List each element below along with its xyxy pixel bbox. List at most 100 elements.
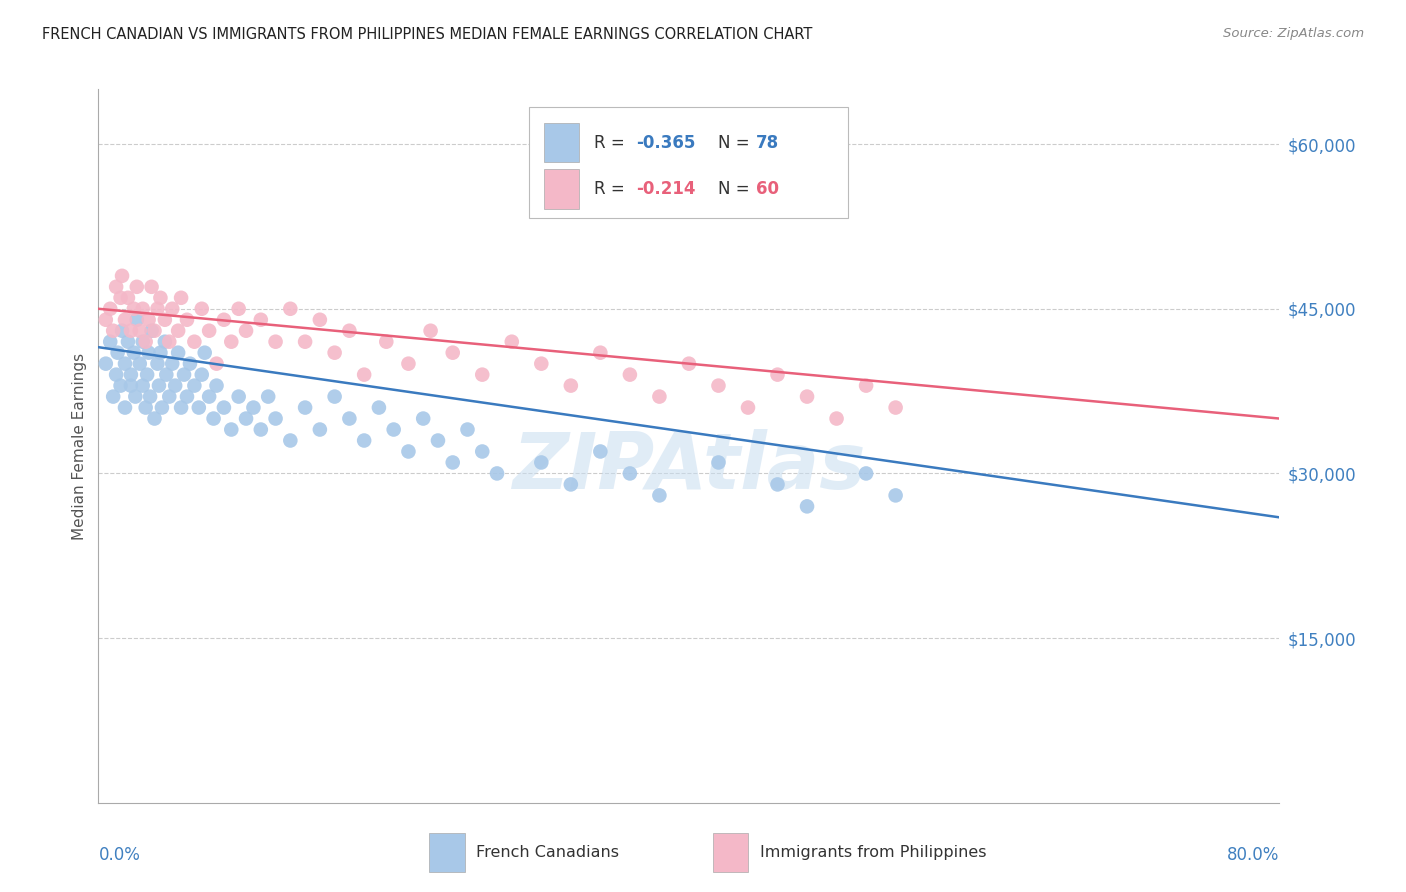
Point (114, 312, 136, 326)
Point (250, 312, 273, 326)
Point (198, 390, 221, 404)
Point (202, 411, 225, 425)
Point (117, 291, 139, 305)
Point (353, 368, 375, 382)
Point (250, 423, 273, 437)
Point (323, 345, 346, 359)
Point (141, 280, 163, 294)
Point (212, 401, 235, 415)
Point (167, 345, 190, 359)
Point (619, 467, 641, 481)
Point (323, 390, 346, 404)
Point (825, 411, 848, 425)
Point (110, 291, 132, 305)
Point (146, 357, 169, 371)
Point (396, 357, 419, 371)
Point (219, 423, 242, 437)
Point (117, 334, 139, 349)
Point (191, 368, 214, 382)
Point (205, 357, 228, 371)
Text: -0.214: -0.214 (636, 180, 696, 198)
FancyBboxPatch shape (713, 833, 748, 872)
Point (132, 334, 155, 349)
Point (107, 345, 129, 359)
Point (98, 334, 121, 349)
Point (707, 455, 730, 469)
Point (309, 423, 332, 437)
Point (486, 467, 509, 481)
Point (114, 357, 136, 371)
Point (132, 378, 155, 392)
Point (94, 312, 117, 326)
Point (530, 455, 553, 469)
Text: N =: N = (718, 180, 755, 198)
Point (138, 345, 160, 359)
Point (157, 334, 180, 349)
Point (339, 411, 360, 425)
Point (143, 411, 166, 425)
Text: Immigrants from Philippines: Immigrants from Philippines (759, 846, 986, 860)
Point (139, 390, 162, 404)
Point (173, 368, 195, 382)
Point (855, 378, 877, 392)
Point (375, 334, 398, 349)
Point (368, 401, 391, 415)
FancyBboxPatch shape (530, 107, 848, 218)
Point (146, 301, 169, 316)
Point (120, 324, 142, 338)
FancyBboxPatch shape (429, 833, 464, 872)
Point (94, 357, 117, 371)
Point (165, 378, 187, 392)
FancyBboxPatch shape (544, 169, 579, 209)
Point (884, 401, 907, 415)
Point (212, 312, 235, 326)
Point (120, 368, 142, 382)
Point (143, 324, 166, 338)
Point (194, 345, 217, 359)
Point (235, 411, 257, 425)
Point (155, 368, 177, 382)
Point (382, 423, 405, 437)
Text: 60: 60 (756, 180, 779, 198)
Point (122, 345, 145, 359)
Point (294, 401, 316, 415)
Point (678, 357, 700, 371)
Text: 0.0%: 0.0% (98, 846, 141, 863)
Point (148, 378, 170, 392)
Point (110, 378, 132, 392)
Point (183, 334, 205, 349)
Point (149, 291, 172, 305)
Point (766, 477, 789, 491)
Point (141, 324, 163, 338)
Point (150, 401, 173, 415)
Point (125, 312, 148, 326)
Text: -0.365: -0.365 (636, 134, 695, 152)
Point (103, 390, 125, 404)
Point (648, 390, 671, 404)
Point (560, 378, 582, 392)
Point (162, 357, 183, 371)
Point (648, 488, 671, 502)
Point (138, 312, 160, 326)
Point (737, 401, 759, 415)
Point (179, 357, 201, 371)
Point (114, 401, 136, 415)
Point (766, 368, 789, 382)
Point (103, 324, 125, 338)
Point (309, 312, 332, 326)
Point (111, 324, 134, 338)
Point (167, 324, 190, 338)
Point (111, 268, 134, 283)
Point (796, 500, 818, 514)
Point (135, 334, 157, 349)
Text: 80.0%: 80.0% (1227, 846, 1279, 863)
Point (441, 345, 464, 359)
Point (589, 345, 612, 359)
Text: Source: ZipAtlas.com: Source: ZipAtlas.com (1223, 27, 1364, 40)
Point (501, 334, 523, 349)
Point (98, 301, 121, 316)
Text: 78: 78 (756, 134, 779, 152)
Point (170, 291, 193, 305)
Point (796, 390, 818, 404)
Point (530, 357, 553, 371)
